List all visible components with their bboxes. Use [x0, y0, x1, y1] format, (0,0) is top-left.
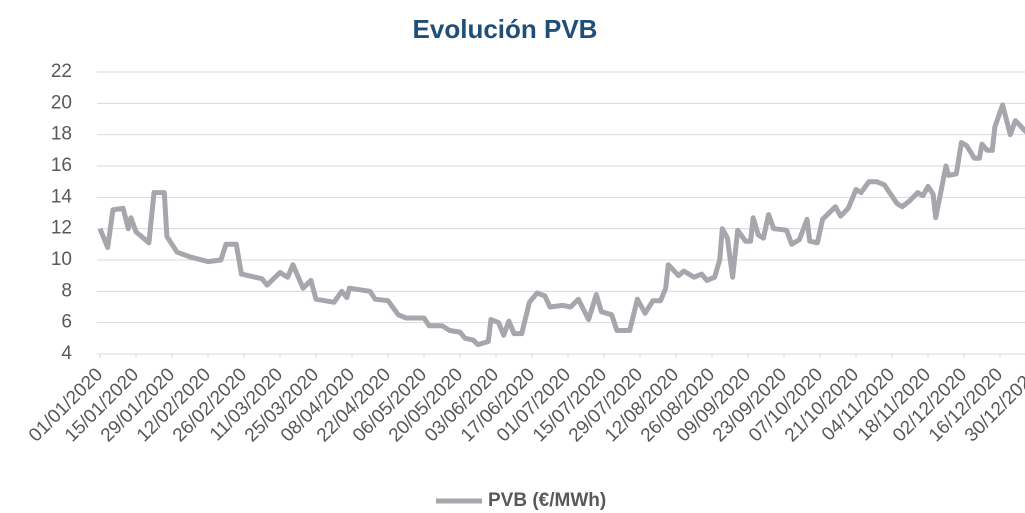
y-tick-label: 18 — [51, 124, 72, 145]
y-tick-label: 12 — [51, 218, 72, 239]
y-tick-label: 14 — [51, 186, 73, 207]
y-tick-label: 20 — [51, 92, 72, 113]
legend-label: PVB (€/MWh) — [488, 490, 606, 511]
y-tick-label: 4 — [61, 343, 72, 364]
y-tick-label: 8 — [61, 280, 72, 301]
data-line — [97, 102, 1025, 348]
y-tick-label: 22 — [51, 61, 72, 82]
y-tick-label: 16 — [51, 155, 72, 176]
y-tick-label: 10 — [51, 249, 72, 270]
chart-title: Evolución PVB — [413, 14, 598, 44]
y-tick-label: 6 — [61, 312, 72, 333]
